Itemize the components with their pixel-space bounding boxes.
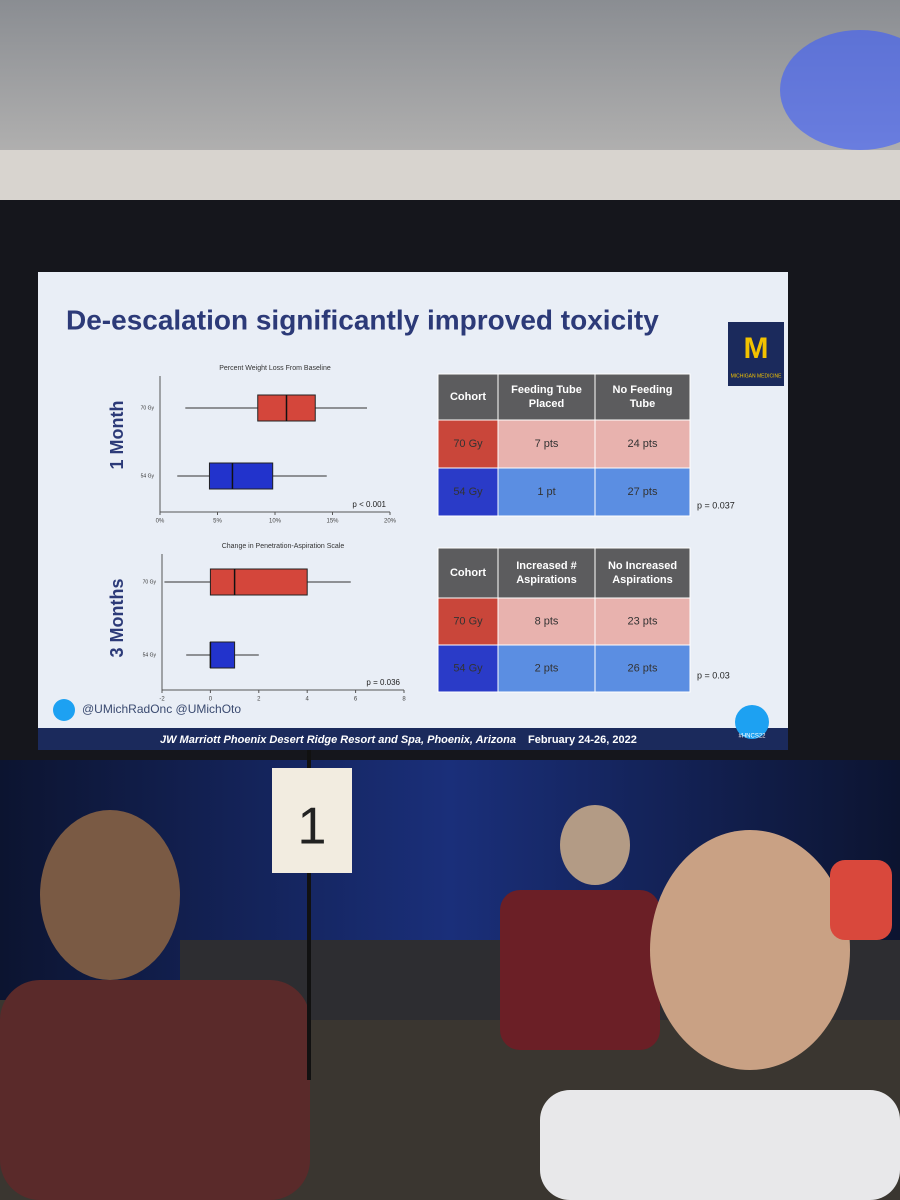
row-label: 1 Month bbox=[107, 401, 127, 470]
table-cell-text: 2 pts bbox=[535, 662, 559, 674]
person-side bbox=[830, 860, 892, 940]
table-cell-text: 54 Gy bbox=[453, 486, 483, 498]
table-cell-text: 70 Gy bbox=[453, 615, 483, 627]
person-back bbox=[500, 890, 660, 1050]
table-cell bbox=[497, 547, 596, 599]
logo-letter: M bbox=[744, 332, 769, 365]
p-value: p = 0.036 bbox=[366, 678, 400, 687]
x-tick-label: 15% bbox=[326, 519, 339, 525]
table-header: Cohort bbox=[450, 391, 486, 403]
x-tick-label: -2 bbox=[159, 697, 165, 703]
category-label: 54 Gy bbox=[143, 652, 157, 658]
table-header: Cohort bbox=[450, 567, 486, 579]
x-tick-label: 10% bbox=[269, 519, 282, 525]
person-head bbox=[40, 810, 180, 980]
slide-title: De-escalation significantly improved tox… bbox=[66, 304, 659, 335]
table-header: Feeding Tube Placed bbox=[511, 384, 582, 410]
table-cell bbox=[437, 644, 499, 693]
table-cell-text: 8 pts bbox=[535, 615, 559, 627]
table-p-value: p = 0.03 bbox=[697, 670, 730, 680]
table-header: No Feeding Tube bbox=[613, 384, 673, 410]
x-tick-label: 0% bbox=[156, 519, 165, 525]
category-label: 70 Gy bbox=[141, 405, 155, 411]
sign bbox=[272, 768, 352, 873]
table-cell bbox=[437, 419, 499, 469]
table-p-value: p = 0.037 bbox=[697, 500, 735, 510]
table-cell bbox=[437, 373, 499, 421]
x-tick-label: 0 bbox=[209, 697, 213, 703]
table-cell-text: 26 pts bbox=[628, 662, 658, 674]
table-cell bbox=[594, 467, 691, 517]
table-cell-text: 70 Gy bbox=[453, 438, 483, 450]
category-label: 70 Gy bbox=[143, 579, 157, 585]
x-tick-label: 20% bbox=[384, 519, 397, 525]
table-cell bbox=[594, 419, 691, 469]
table-cell-text: 7 pts bbox=[535, 438, 559, 450]
table-cell bbox=[437, 597, 499, 646]
blue-light bbox=[780, 30, 900, 150]
x-tick-label: 5% bbox=[213, 519, 222, 525]
person-front-right bbox=[540, 1090, 900, 1200]
twitter-icon bbox=[53, 699, 75, 721]
footer-handle: @UMichRadOnc @UMichOto bbox=[82, 702, 241, 716]
person-front-left bbox=[0, 980, 310, 1200]
table-header: No Increased Aspirations bbox=[608, 560, 677, 586]
category-label: 54 Gy bbox=[141, 473, 155, 479]
x-tick-label: 8 bbox=[402, 697, 406, 703]
table-header: Increased # Aspirations bbox=[516, 560, 577, 586]
table-cell-text: 54 Gy bbox=[453, 662, 483, 674]
table-cell bbox=[497, 419, 596, 469]
twitter-badge bbox=[735, 705, 769, 739]
chart-title: Change in Penetration-Aspiration Scale bbox=[222, 543, 345, 550]
sign-number: 1 bbox=[298, 798, 327, 856]
table-cell bbox=[437, 547, 499, 599]
x-tick-label: 4 bbox=[306, 697, 310, 703]
footer-hashtag: #HNCS22 bbox=[738, 734, 766, 740]
row-label: 3 Months bbox=[107, 579, 127, 658]
table-cell-text: 1 pt bbox=[537, 486, 555, 498]
box bbox=[209, 568, 308, 596]
table-cell bbox=[497, 467, 596, 517]
table-cell bbox=[594, 644, 691, 693]
table-cell bbox=[497, 597, 596, 646]
table-cell-text: 23 pts bbox=[628, 615, 658, 627]
footer-venue: JW Marriott Phoenix Desert Ridge Resort … bbox=[160, 734, 516, 746]
person-head bbox=[560, 805, 630, 885]
x-tick-label: 6 bbox=[354, 697, 358, 703]
chart-title: Percent Weight Loss From Baseline bbox=[219, 365, 331, 372]
mic-stand bbox=[307, 740, 311, 1080]
box bbox=[209, 641, 236, 669]
table-cell bbox=[594, 373, 691, 421]
table-cell-text: 27 pts bbox=[628, 486, 658, 498]
footer-dates: February 24-26, 2022 bbox=[528, 734, 637, 746]
table-cell bbox=[437, 467, 499, 517]
logo bbox=[728, 322, 784, 386]
table-cell-text: 24 pts bbox=[628, 438, 658, 450]
x-tick-label: 2 bbox=[257, 697, 261, 703]
person-head bbox=[650, 830, 850, 1070]
table-cell bbox=[594, 597, 691, 646]
table-cell bbox=[497, 644, 596, 693]
logo-caption: MICHIGAN MEDICINE bbox=[731, 373, 783, 379]
box bbox=[208, 462, 274, 490]
footer-band bbox=[38, 728, 788, 750]
p-value: p < 0.001 bbox=[352, 500, 386, 509]
